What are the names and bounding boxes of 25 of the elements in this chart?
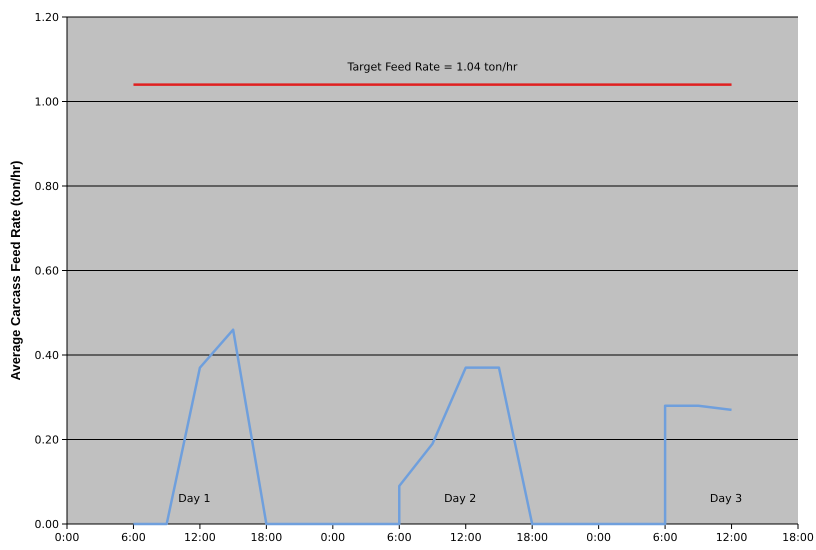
x-tick-label: 6:00	[386, 531, 412, 544]
y-tick-label: 0.20	[34, 433, 59, 446]
y-tick-label: 1.20	[34, 10, 59, 24]
series-label: Target Feed Rate = 1.04 ton/hr	[346, 60, 518, 74]
x-tick-label: 12:00	[716, 531, 748, 544]
x-tick-label: 0:00	[54, 531, 80, 544]
y-axis-title: Average Carcass Feed Rate (ton/hr)	[8, 160, 23, 380]
x-tick-label: 0:00	[586, 531, 611, 544]
y-tick-label: 0.60	[34, 264, 59, 278]
x-tick-label: 12:00	[450, 531, 482, 544]
y-tick-label: 0.00	[34, 518, 59, 531]
line-series	[132, 328, 733, 526]
y-tick-label: 0.80	[34, 180, 59, 193]
annotation: Day 1	[178, 492, 210, 505]
annotation: Day 2	[444, 492, 476, 505]
y-tick-label: 0.40	[34, 348, 59, 362]
x-tick-label: 6:00	[121, 531, 146, 544]
x-tick-label: 18:00	[782, 531, 814, 544]
x-tick-label: 12:00	[184, 531, 216, 544]
x-tick-label: 18:00	[516, 531, 548, 544]
x-tick-label: 18:00	[250, 531, 282, 544]
x-tick-label: 6:00	[652, 531, 678, 544]
y-tick-label: 1.00	[34, 95, 59, 108]
x-tick-label: 0:00	[320, 531, 346, 544]
annotation: Day 3	[710, 492, 742, 505]
